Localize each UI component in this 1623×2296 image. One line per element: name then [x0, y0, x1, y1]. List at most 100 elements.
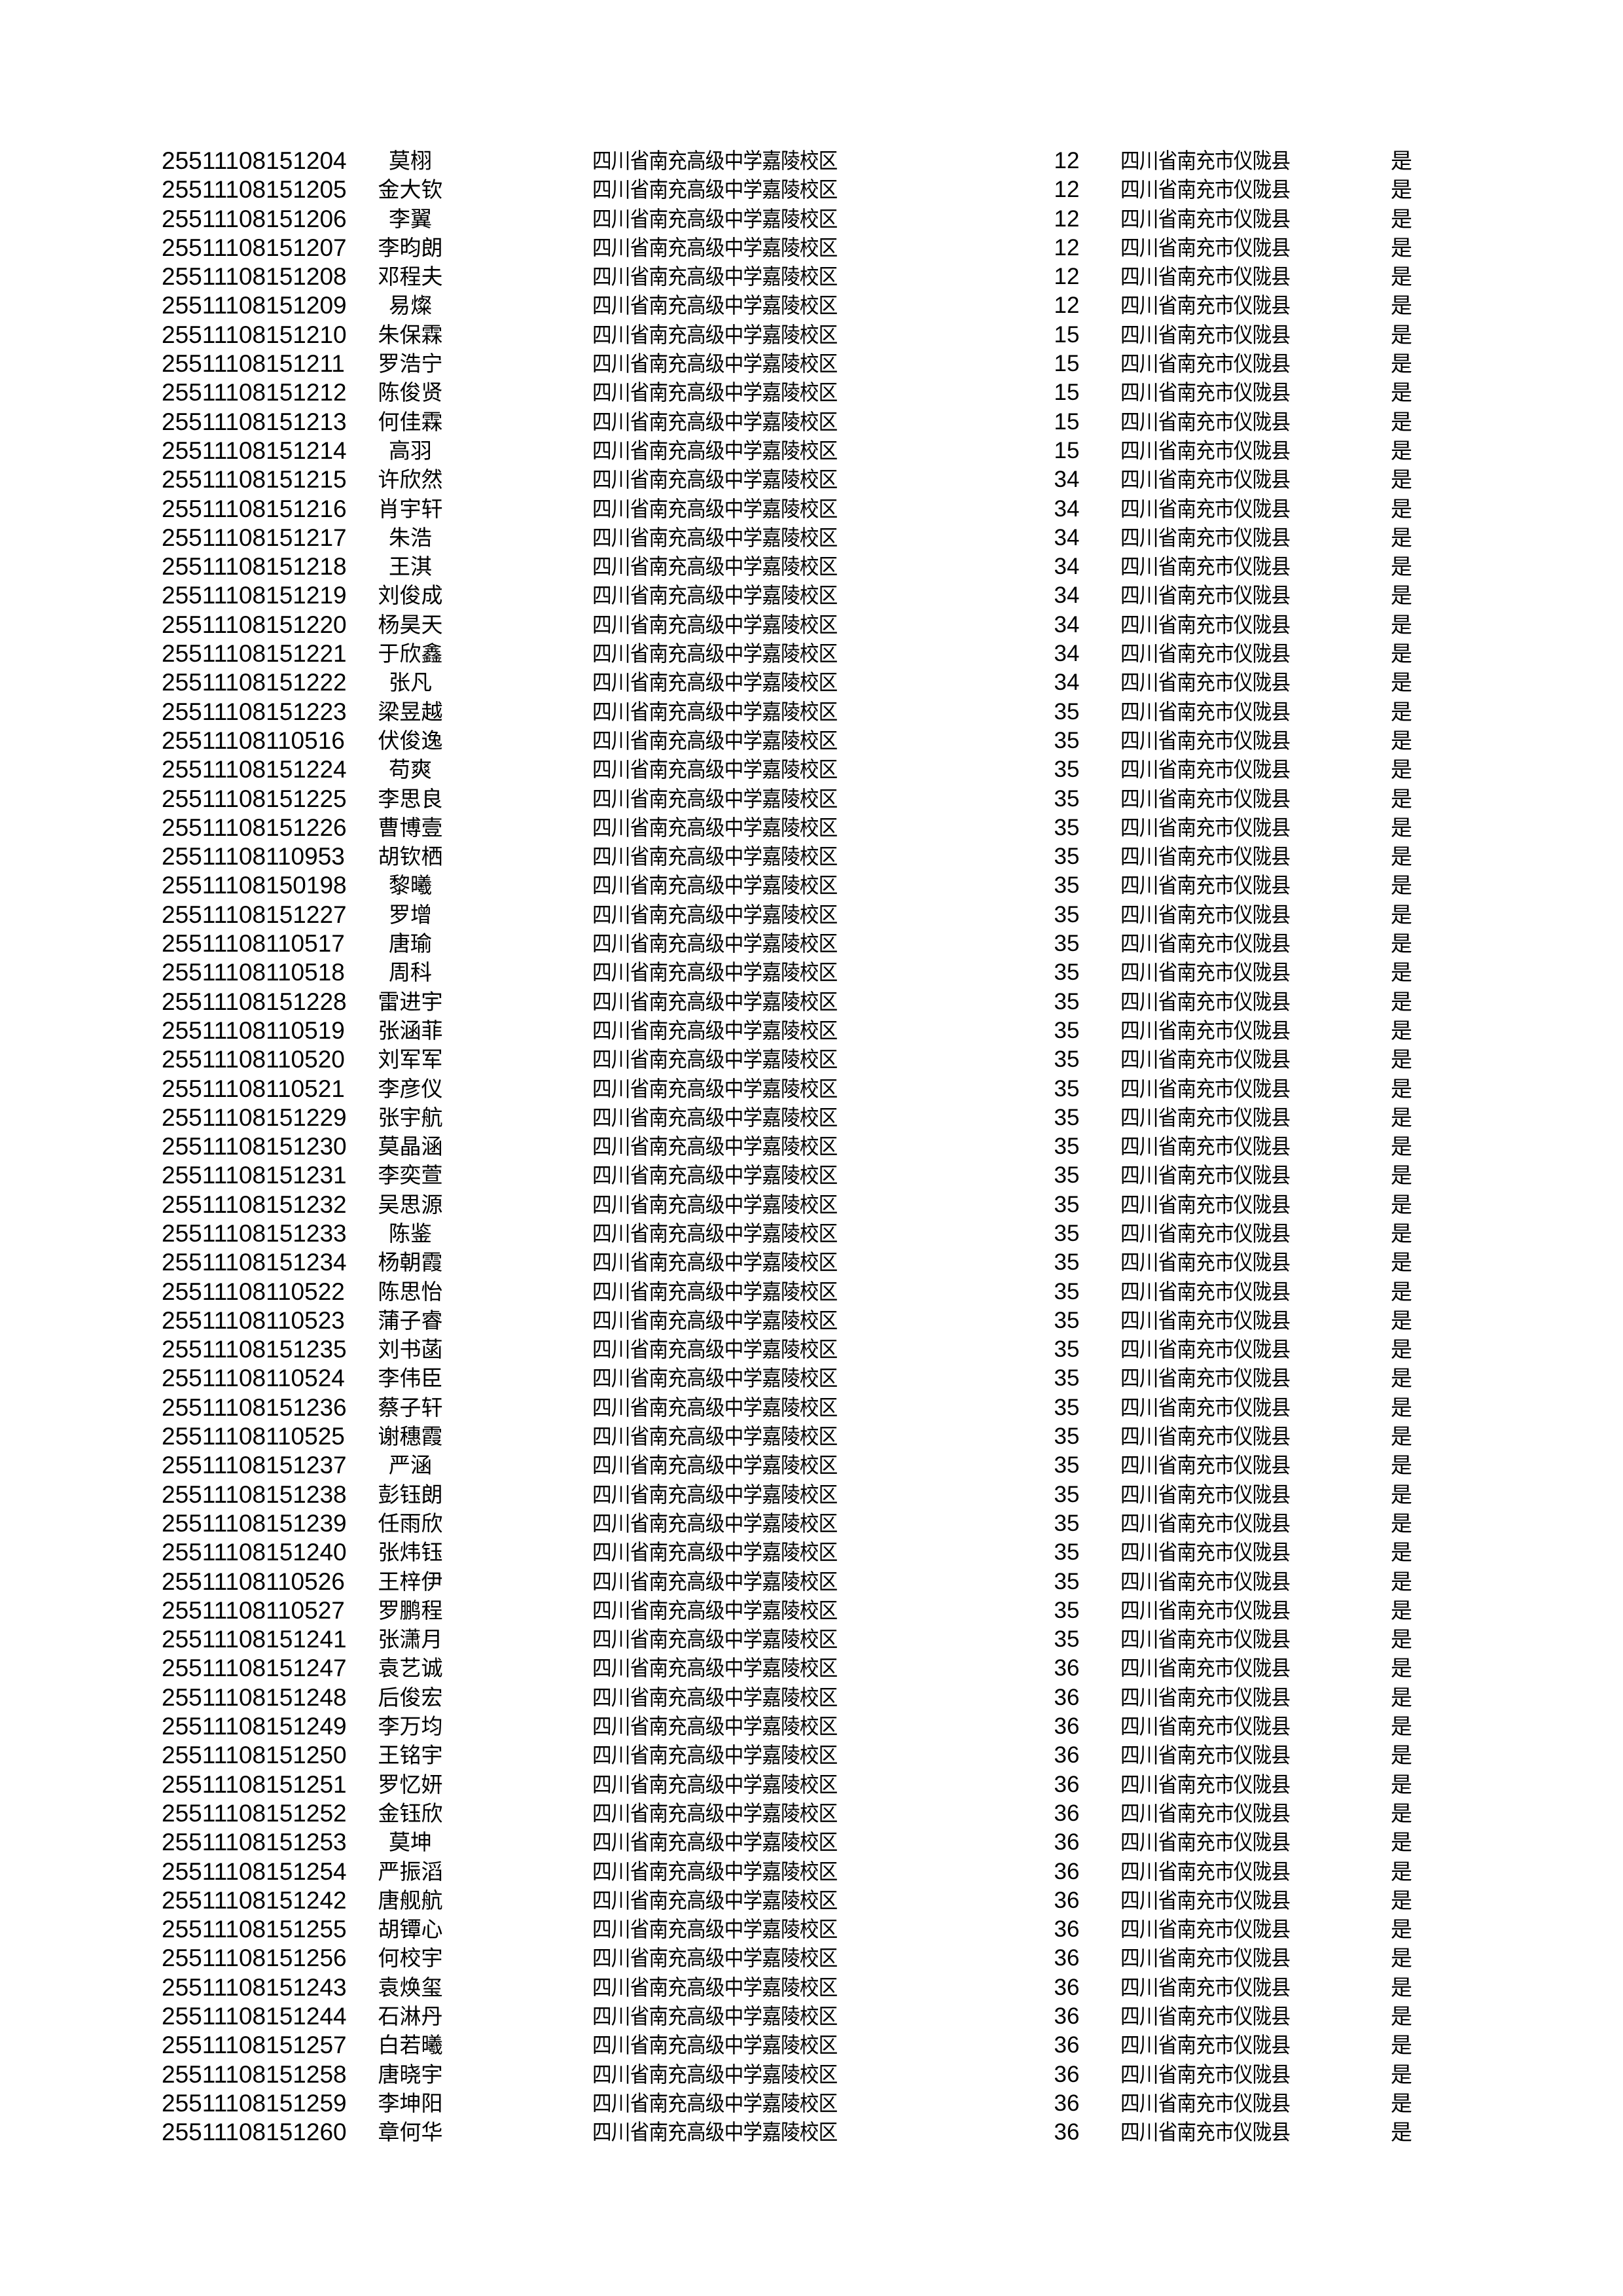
table-row: 25511108151209 易燦 四川省南充高级中学嘉陵校区 12 四川省南充市仪陇县… — [0, 291, 1623, 320]
student-id: 25511108151247 — [162, 1655, 347, 1682]
class-number: 36 — [1054, 2090, 1080, 2116]
table-row: 25511108151211 罗浩宁 四川省南充高级中学嘉陵校区 15 四川省南充市仪陇… — [0, 350, 1623, 378]
student-id: 25511108110516 — [162, 726, 345, 754]
class-number: 36 — [1054, 1742, 1080, 1768]
table-row: 25511108110953 胡钦栖 四川省南充高级中学嘉陵校区 35 四川省南充市仪陇… — [0, 842, 1623, 871]
class-number: 35 — [1054, 1307, 1080, 1333]
status-flag: 是 — [1391, 1540, 1412, 1565]
class-number: 35 — [1054, 1568, 1080, 1594]
county-name: 四川省南充市仪陇县 — [1120, 612, 1291, 637]
class-number: 36 — [1054, 2061, 1080, 2087]
table-row: 25511108151212 陈俊贤 四川省南充高级中学嘉陵校区 15 四川省南充市仪陇… — [0, 378, 1623, 407]
student-name: 吴思源 — [378, 1192, 443, 1217]
table-row: 25511108151213 何佳霖 四川省南充高级中学嘉陵校区 15 四川省南充市仪陇… — [0, 408, 1623, 437]
school-name: 四川省南充高级中学嘉陵校区 — [592, 1192, 838, 1217]
class-number: 35 — [1054, 1075, 1080, 1102]
student-name: 金钰欣 — [378, 1801, 443, 1825]
student-id: 25511108110518 — [162, 959, 345, 986]
county-name: 四川省南充市仪陇县 — [1120, 351, 1291, 376]
school-name: 四川省南充高级中学嘉陵校区 — [592, 989, 838, 1014]
class-number: 35 — [1054, 1278, 1080, 1304]
status-flag: 是 — [1391, 1163, 1412, 1188]
status-flag: 是 — [1391, 149, 1412, 173]
student-name: 彭钰朗 — [378, 1482, 443, 1507]
student-name: 于欣鑫 — [378, 641, 443, 666]
table-row: 25511108110523 蒲子睿 四川省南充高级中学嘉陵校区 35 四川省南充市仪陇… — [0, 1306, 1623, 1335]
student-id: 25511108151217 — [162, 524, 347, 551]
student-name: 石淋丹 — [378, 2004, 443, 2028]
school-name: 四川省南充高级中学嘉陵校区 — [592, 1743, 838, 1768]
county-name: 四川省南充市仪陇县 — [1120, 670, 1291, 695]
student-name: 王梓伊 — [378, 1569, 443, 1594]
county-name: 四川省南充市仪陇县 — [1120, 1163, 1291, 1188]
school-name: 四川省南充高级中学嘉陵校区 — [592, 1424, 838, 1449]
status-flag: 是 — [1391, 1250, 1412, 1275]
school-name: 四川省南充高级中学嘉陵校区 — [592, 1888, 838, 1912]
student-id: 25511108110522 — [162, 1278, 345, 1305]
class-number: 36 — [1054, 1713, 1080, 1740]
school-name: 四川省南充高级中学嘉陵校区 — [592, 496, 838, 521]
student-id: 25511108151235 — [162, 1336, 347, 1363]
school-name: 四川省南充高级中学嘉陵校区 — [592, 293, 838, 318]
class-number: 35 — [1054, 1394, 1080, 1420]
student-id: 25511108151214 — [162, 437, 347, 464]
student-name: 曹博壹 — [378, 815, 443, 840]
class-number: 12 — [1054, 177, 1080, 203]
table-row: 25511108150198 黎曦 四川省南充高级中学嘉陵校区 35 四川省南充市仪陇县… — [0, 871, 1623, 900]
county-name: 四川省南充市仪陇县 — [1120, 1859, 1291, 1884]
student-name: 梁昱越 — [378, 699, 443, 724]
county-name: 四川省南充市仪陇县 — [1120, 264, 1291, 289]
class-number: 34 — [1054, 495, 1080, 522]
student-name: 袁艺诚 — [378, 1656, 443, 1681]
class-number: 35 — [1054, 698, 1080, 725]
student-id: 25511108110525 — [162, 1423, 345, 1450]
school-name: 四川省南充高级中学嘉陵校区 — [592, 583, 838, 608]
class-number: 36 — [1054, 1858, 1080, 1884]
table-row: 25511108110518 周科 四川省南充高级中学嘉陵校区 35 四川省南充市仪陇县… — [0, 958, 1623, 987]
student-id: 25511108151234 — [162, 1249, 347, 1276]
table-row: 25511108151207 李昀朗 四川省南充高级中学嘉陵校区 12 四川省南充市仪陇… — [0, 234, 1623, 262]
class-number: 35 — [1054, 1336, 1080, 1363]
county-name: 四川省南充市仪陇县 — [1120, 1105, 1291, 1130]
student-name: 李彦仪 — [378, 1076, 443, 1101]
county-name: 四川省南充市仪陇县 — [1120, 149, 1291, 173]
table-row: 25511108110520 刘军军 四川省南充高级中学嘉陵校区 35 四川省南充市仪陇… — [0, 1045, 1623, 1074]
student-name: 王铭宇 — [378, 1743, 443, 1768]
school-name: 四川省南充高级中学嘉陵校区 — [592, 1946, 838, 1971]
student-name: 张炜钰 — [378, 1540, 443, 1565]
school-name: 四川省南充高级中学嘉陵校区 — [592, 1279, 838, 1304]
county-name: 四川省南充市仪陇县 — [1120, 1366, 1291, 1391]
table-row: 25511108151253 莫坤 四川省南充高级中学嘉陵校区 36 四川省南充市仪陇县… — [0, 1828, 1623, 1857]
status-flag: 是 — [1391, 525, 1412, 550]
status-flag: 是 — [1391, 1975, 1412, 2000]
class-number: 15 — [1054, 380, 1080, 406]
table-row: 25511108151233 陈鉴 四川省南充高级中学嘉陵校区 35 四川省南充市仪陇县… — [0, 1219, 1623, 1248]
status-flag: 是 — [1391, 1830, 1412, 1855]
school-name: 四川省南充高级中学嘉陵校区 — [592, 1917, 838, 1942]
table-row: 25511108151255 胡镡心 四川省南充高级中学嘉陵校区 36 四川省南充市仪陇… — [0, 1915, 1623, 1944]
student-id: 25511108151258 — [162, 2060, 347, 2088]
table-row: 25511108151248 后俊宏 四川省南充高级中学嘉陵校区 36 四川省南充市仪陇… — [0, 1683, 1623, 1712]
class-number: 36 — [1054, 1771, 1080, 1797]
school-name: 四川省南充高级中学嘉陵校区 — [592, 554, 838, 579]
status-flag: 是 — [1391, 902, 1412, 927]
county-name: 四川省南充市仪陇县 — [1120, 583, 1291, 608]
status-flag: 是 — [1391, 1366, 1412, 1391]
table-row: 25511108151222 张凡 四川省南充高级中学嘉陵校区 34 四川省南充市仪陇县… — [0, 668, 1623, 697]
table-row: 25511108110526 王梓伊 四川省南充高级中学嘉陵校区 35 四川省南充市仪陇… — [0, 1568, 1623, 1596]
table-row: 25511108151216 肖宇轩 四川省南充高级中学嘉陵校区 34 四川省南充市仪陇… — [0, 495, 1623, 524]
table-row: 25511108151217 朱浩 四川省南充高级中学嘉陵校区 34 四川省南充市仪陇县… — [0, 524, 1623, 552]
student-name: 任雨欣 — [378, 1511, 443, 1535]
class-number: 35 — [1054, 901, 1080, 927]
student-id: 25511108151221 — [162, 640, 347, 668]
school-name: 四川省南充高级中学嘉陵校区 — [592, 467, 838, 492]
status-flag: 是 — [1391, 496, 1412, 521]
student-id: 25511108151252 — [162, 1799, 347, 1827]
class-number: 36 — [1054, 1684, 1080, 1710]
table-row: 25511108151225 李思良 四川省南充高级中学嘉陵校区 35 四川省南充市仪陇… — [0, 785, 1623, 814]
status-flag: 是 — [1391, 612, 1412, 637]
school-name: 四川省南充高级中学嘉陵校区 — [592, 612, 838, 637]
status-flag: 是 — [1391, 293, 1412, 318]
school-name: 四川省南充高级中学嘉陵校区 — [592, 1772, 838, 1797]
school-name: 四川省南充高级中学嘉陵校区 — [592, 931, 838, 956]
